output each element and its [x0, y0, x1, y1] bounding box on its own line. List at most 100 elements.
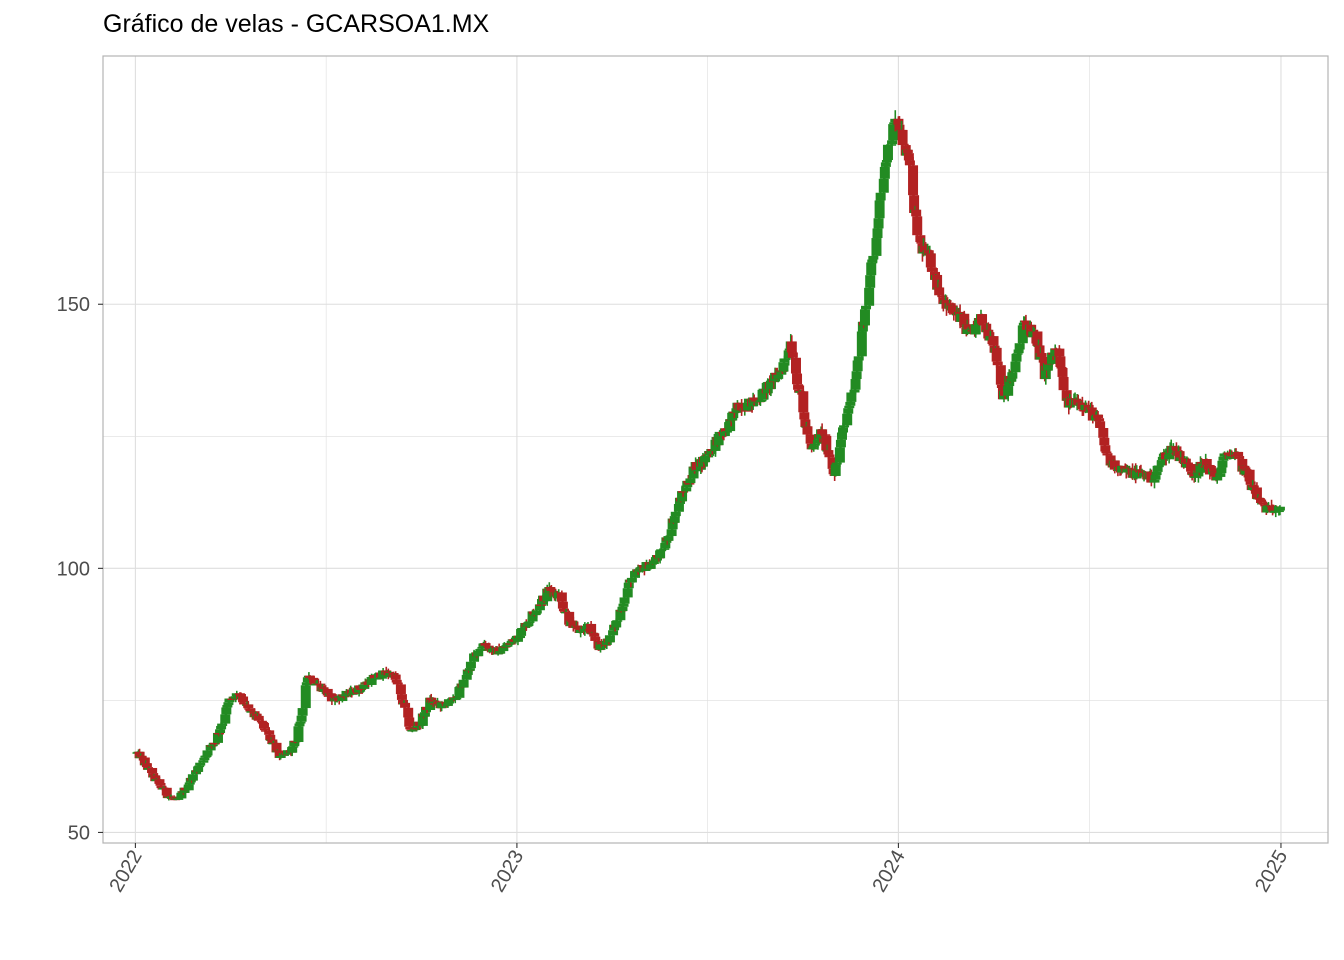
candle-body: [600, 644, 611, 646]
candle-body: [1245, 481, 1256, 485]
candle-body: [1273, 510, 1284, 513]
candle-body: [915, 235, 926, 243]
candle-body: [1244, 469, 1255, 482]
candle-body: [991, 347, 1002, 362]
candle-body: [897, 129, 908, 146]
candle-body: [289, 740, 300, 747]
candle-body: [721, 431, 732, 433]
candle-body: [300, 685, 311, 709]
candle-body: [340, 694, 351, 697]
candle-body: [1156, 460, 1167, 466]
candle-body: [1042, 363, 1053, 371]
candle-body: [988, 336, 999, 346]
candle-body: [296, 715, 307, 722]
candle-body: [523, 622, 534, 624]
candle-body: [1036, 353, 1047, 357]
candle-body: [564, 611, 575, 625]
candle-body: [469, 653, 480, 662]
candle-body: [794, 389, 805, 393]
candle-body: [1049, 354, 1060, 357]
candle-body: [853, 356, 864, 361]
candle-body: [886, 144, 897, 146]
candle-body: [996, 384, 1007, 389]
candle-body: [273, 750, 284, 752]
candle-body: [1131, 470, 1142, 479]
candle-body: [887, 140, 898, 145]
candle-body: [1040, 365, 1051, 380]
candle-body: [667, 518, 678, 530]
candle-body: [809, 443, 820, 446]
candle-body: [173, 798, 184, 800]
candle-body: [882, 144, 893, 160]
candle-body: [322, 688, 333, 696]
grid-layer: [103, 56, 1328, 843]
candle-body: [396, 694, 407, 700]
candle-body: [710, 439, 721, 451]
candle-body: [400, 702, 411, 708]
candle-body: [1259, 502, 1270, 505]
candle-body: [596, 642, 607, 645]
candle-body: [959, 313, 970, 326]
candle-body: [1209, 468, 1220, 472]
candle-body: [1047, 352, 1058, 364]
candle-body: [1095, 421, 1106, 428]
candle-body: [391, 679, 402, 683]
candle-body: [1055, 356, 1066, 367]
candle-body: [557, 601, 568, 609]
candle-body: [1182, 462, 1193, 465]
candle-body: [926, 267, 937, 272]
candle-body: [195, 762, 206, 766]
candle-body: [1216, 467, 1227, 474]
candle-body: [542, 588, 553, 602]
candle-body: [836, 432, 847, 440]
candle-body: [1026, 324, 1037, 330]
candle-body: [1164, 454, 1175, 460]
candle-body: [919, 246, 930, 253]
candle-body: [417, 713, 428, 726]
candle-body: [800, 419, 811, 428]
candle-body: [765, 380, 776, 390]
candle-body: [849, 389, 860, 393]
candle-body: [893, 118, 904, 125]
candle-body: [260, 728, 271, 731]
candle-body: [817, 429, 828, 435]
candle-body: [1217, 460, 1228, 468]
candle-body: [264, 730, 275, 735]
candle-body: [923, 250, 934, 256]
candle-body: [865, 275, 876, 288]
y-tick-label: 150: [57, 294, 90, 316]
candle-body: [462, 669, 473, 675]
candle-body: [756, 399, 767, 402]
candle-body: [436, 702, 447, 709]
candle-body: [839, 425, 850, 428]
candle-body: [727, 412, 738, 421]
candle-body: [243, 704, 254, 709]
candle-body: [845, 401, 856, 406]
candle-body: [586, 623, 597, 634]
candle-body: [873, 218, 884, 229]
candle-body: [1061, 390, 1072, 401]
candle-body: [297, 708, 308, 716]
candle-body: [867, 259, 878, 263]
candle-body: [287, 746, 298, 753]
candle-body: [663, 536, 674, 541]
candle-body: [793, 384, 804, 390]
x-tick-label: 2025: [1251, 847, 1292, 897]
candle-body: [1098, 427, 1109, 438]
candle-body: [872, 228, 883, 239]
candle-body: [202, 750, 213, 756]
candle-body: [670, 511, 681, 517]
candle-body: [1223, 452, 1234, 456]
candle-body: [209, 742, 220, 745]
candle-body: [155, 782, 166, 786]
candle-body: [1109, 460, 1120, 470]
candle-body: [454, 687, 465, 698]
candle-body: [844, 405, 855, 409]
candle-body: [843, 408, 854, 414]
candle-body: [473, 650, 484, 657]
candle-body: [337, 694, 348, 702]
candle-body: [609, 624, 620, 631]
candle-body: [742, 402, 753, 411]
candle-body: [256, 720, 267, 723]
